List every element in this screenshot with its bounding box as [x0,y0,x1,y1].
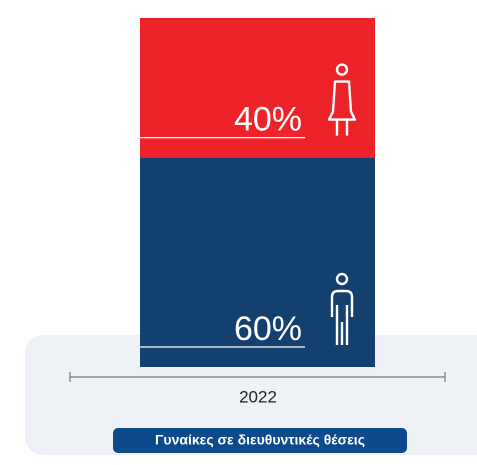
icon-head [335,63,349,76]
filter-button[interactable] [113,428,407,453]
icon-body [327,80,357,136]
value-label: 40% [234,101,302,139]
icon-head [335,272,349,286]
x-tick-label: 2022 [239,387,277,406]
icon-body [330,289,354,345]
filter-label[interactable]: Γυναίκες σε διευθυντικές θέσεις [155,432,365,448]
value-label: 60% [234,310,302,348]
